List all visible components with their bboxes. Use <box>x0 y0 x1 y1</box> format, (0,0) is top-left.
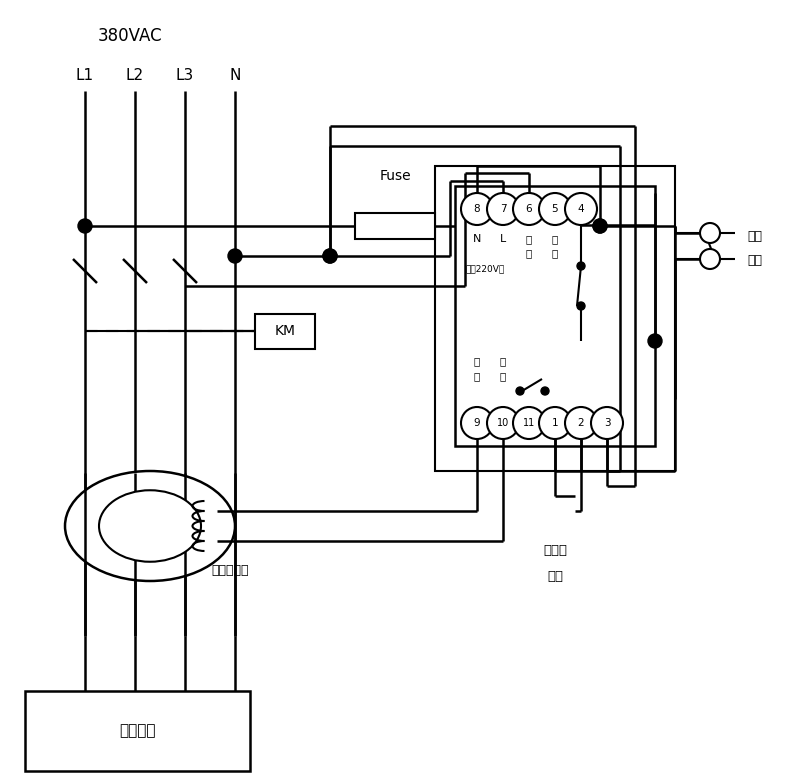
Circle shape <box>648 334 662 348</box>
Circle shape <box>593 219 607 233</box>
Circle shape <box>513 193 545 225</box>
Text: Fuse: Fuse <box>379 169 411 183</box>
FancyBboxPatch shape <box>255 313 315 348</box>
Text: 5: 5 <box>552 204 558 214</box>
Circle shape <box>541 387 549 395</box>
Text: 接声光: 接声光 <box>543 544 567 558</box>
Text: 验: 验 <box>526 248 532 258</box>
Text: 信: 信 <box>474 356 480 366</box>
Circle shape <box>565 193 597 225</box>
Text: 电源220V～: 电源220V～ <box>466 265 505 273</box>
FancyBboxPatch shape <box>25 691 250 771</box>
Text: L: L <box>500 234 506 244</box>
Circle shape <box>700 249 720 269</box>
Circle shape <box>700 223 720 243</box>
Ellipse shape <box>99 490 201 562</box>
Text: L1: L1 <box>76 69 94 84</box>
Ellipse shape <box>65 471 235 581</box>
Text: KM: KM <box>274 324 295 338</box>
Text: 7: 7 <box>500 204 506 214</box>
Circle shape <box>487 193 519 225</box>
Circle shape <box>461 193 493 225</box>
Text: 信: 信 <box>500 356 506 366</box>
Text: L3: L3 <box>176 69 194 84</box>
Text: 试: 试 <box>526 234 532 244</box>
Circle shape <box>228 249 242 263</box>
Circle shape <box>516 387 524 395</box>
Text: 试: 试 <box>552 234 558 244</box>
Circle shape <box>591 407 623 439</box>
Circle shape <box>539 407 571 439</box>
Text: 号: 号 <box>474 371 480 381</box>
Circle shape <box>323 249 337 263</box>
Text: 8: 8 <box>474 204 480 214</box>
Text: N: N <box>230 69 241 84</box>
Text: 2: 2 <box>578 418 584 428</box>
Text: 4: 4 <box>578 204 584 214</box>
Text: 9: 9 <box>474 418 480 428</box>
Text: 号: 号 <box>500 371 506 381</box>
Circle shape <box>323 249 337 263</box>
Text: 380VAC: 380VAC <box>98 27 162 45</box>
Text: 报警: 报警 <box>547 569 563 583</box>
Circle shape <box>539 193 571 225</box>
Text: L2: L2 <box>126 69 144 84</box>
Text: 自锁: 自锁 <box>747 230 762 242</box>
Text: N: N <box>473 234 481 244</box>
Text: 验: 验 <box>552 248 558 258</box>
Circle shape <box>78 219 92 233</box>
Circle shape <box>565 407 597 439</box>
Text: 用户设备: 用户设备 <box>119 723 156 739</box>
Text: 6: 6 <box>526 204 532 214</box>
FancyBboxPatch shape <box>355 213 435 239</box>
Circle shape <box>593 219 607 233</box>
Circle shape <box>577 262 585 270</box>
FancyBboxPatch shape <box>455 186 655 446</box>
Circle shape <box>513 407 545 439</box>
Circle shape <box>577 302 585 310</box>
Text: 3: 3 <box>604 418 610 428</box>
Text: 开关: 开关 <box>747 255 762 268</box>
Circle shape <box>461 407 493 439</box>
Text: 10: 10 <box>497 418 509 428</box>
Text: 零序互感器: 零序互感器 <box>211 565 249 577</box>
Circle shape <box>487 407 519 439</box>
Text: 11: 11 <box>523 418 535 428</box>
Text: 1: 1 <box>552 418 558 428</box>
